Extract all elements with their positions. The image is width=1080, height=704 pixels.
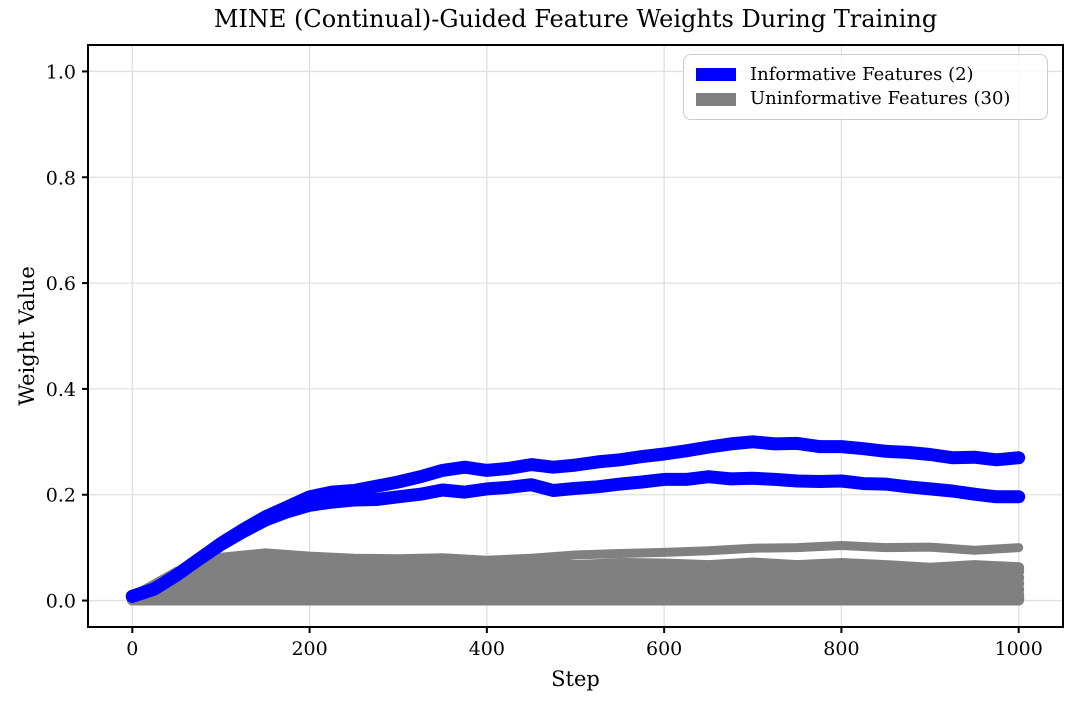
legend: Informative Features (2) Uninformative F… [683, 54, 1048, 120]
x-tick-label: 600 [646, 638, 682, 660]
x-tick-label: 400 [469, 638, 505, 660]
series-line-uninformative_5 [126, 573, 1025, 604]
legend-entry-uninformative: Uninformative Features (30) [696, 90, 1035, 108]
y-tick-label: 0.0 [46, 591, 76, 613]
series-line-uninformative_4 [126, 567, 1025, 604]
y-tick-label: 0.6 [46, 273, 76, 295]
y-tick-label: 0.2 [46, 485, 76, 507]
series-line-informative_1 [125, 435, 1026, 603]
legend-swatch-uninformative [696, 92, 736, 106]
legend-label-informative: Informative Features (2) [750, 63, 974, 85]
chart-title: MINE (Continual)-Guided Feature Weights … [213, 5, 938, 33]
x-tick-label: 800 [823, 638, 859, 660]
y-tick-label: 0.4 [46, 379, 76, 401]
x-axis-label: Step [551, 667, 600, 691]
x-tick-label: 1000 [995, 638, 1043, 660]
x-tick-label: 0 [126, 638, 138, 660]
y-tick-label: 0.8 [46, 167, 76, 189]
y-axis-label: Weight Value [15, 266, 39, 406]
series-line-uninformative_2 [126, 554, 1025, 603]
legend-entry-informative: Informative Features (2) [696, 63, 1035, 85]
x-tick-label: 200 [291, 638, 327, 660]
series-line-uninformative_1_outlier [127, 541, 1024, 601]
axes-spines [87, 44, 1064, 628]
legend-swatch-informative [696, 68, 736, 82]
legend-label-uninformative: Uninformative Features (30) [750, 88, 1011, 110]
series-line-uninformative_6 [126, 580, 1025, 605]
y-tick-label: 1.0 [46, 61, 76, 83]
